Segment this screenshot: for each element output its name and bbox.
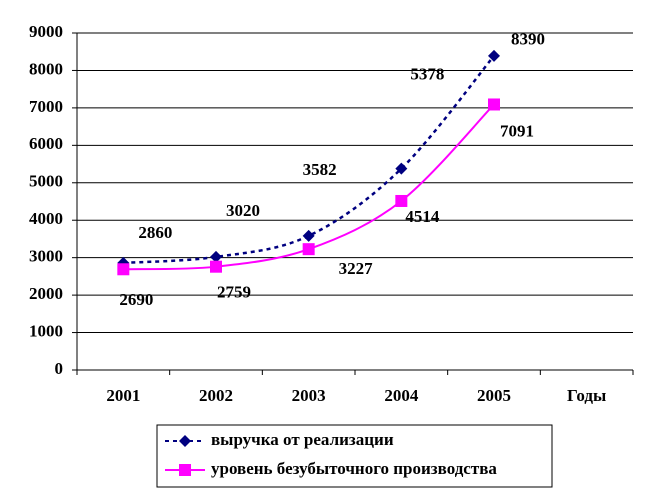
data-label: 8390 <box>511 30 545 49</box>
data-label: 3582 <box>303 160 337 179</box>
y-tick-label: 6000 <box>29 134 63 153</box>
marker <box>395 194 408 207</box>
y-tick-label: 2000 <box>29 284 63 303</box>
y-tick-label: 1000 <box>29 321 63 340</box>
marker <box>117 263 130 276</box>
y-tick-label: 0 <box>55 359 64 378</box>
legend-box <box>156 424 553 488</box>
marker <box>488 49 500 62</box>
marker <box>488 98 500 111</box>
legend-marker <box>179 435 191 447</box>
y-tick-label: 9000 <box>29 22 63 41</box>
data-label: 2759 <box>217 283 251 302</box>
x-tick-label: 2004 <box>384 386 419 405</box>
y-tick-label: 5000 <box>29 172 63 191</box>
line-series <box>123 55 495 265</box>
y-tick-label: 7000 <box>29 97 63 116</box>
x-tick-label: 2001 <box>106 386 140 405</box>
legend-label: выручка от реализации <box>211 430 394 449</box>
x-tick-label: 2002 <box>199 386 233 405</box>
data-label: 4514 <box>405 207 440 226</box>
marker <box>210 250 222 263</box>
y-tick-label: 8000 <box>29 59 63 78</box>
x-tick-label: 2003 <box>292 386 326 405</box>
data-label: 2690 <box>119 290 153 309</box>
y-tick-label: 3000 <box>29 247 63 266</box>
marker <box>210 260 222 273</box>
marker <box>395 162 408 175</box>
legend-marker <box>179 464 191 476</box>
data-label: 2860 <box>138 223 172 242</box>
data-label: 3020 <box>226 201 260 220</box>
marker <box>302 229 315 242</box>
legend-label: уровень безубыточного производства <box>211 459 497 478</box>
x-axis-label: Годы <box>567 386 606 405</box>
data-label: 5378 <box>410 65 444 84</box>
y-tick-label: 4000 <box>29 209 63 228</box>
x-tick-label: 2005 <box>477 386 511 405</box>
marker <box>302 243 315 256</box>
data-label: 7091 <box>500 121 534 140</box>
data-label: 3227 <box>339 259 374 278</box>
